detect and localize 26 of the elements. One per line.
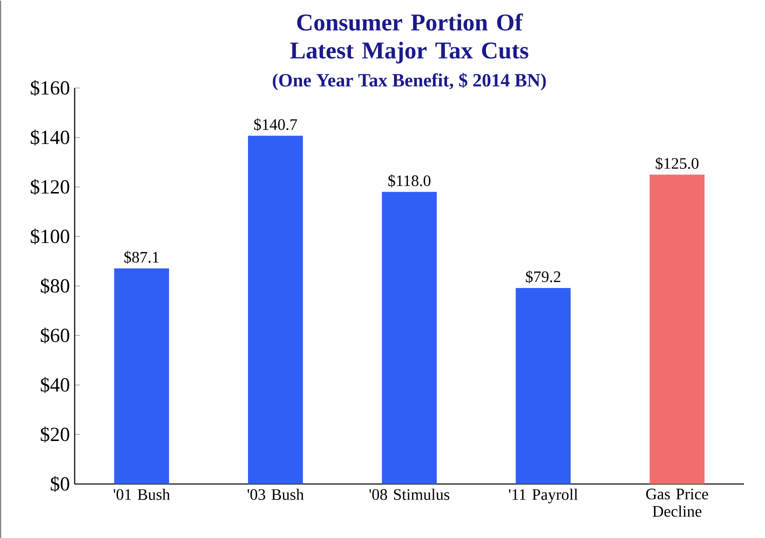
y-tick-label: $0 bbox=[50, 476, 70, 492]
data-label: $79.2 bbox=[526, 270, 560, 284]
x-tick-label: '11 Payroll bbox=[508, 488, 578, 504]
y-tick-label: $120 bbox=[30, 178, 70, 195]
y-tick-label: $20 bbox=[40, 426, 70, 442]
x-tick-label: '01 Bush bbox=[114, 488, 170, 500]
y-tick-label: $40 bbox=[40, 376, 70, 393]
data-label: $118.0 bbox=[388, 174, 430, 188]
data-label: $87.1 bbox=[124, 250, 159, 264]
x-tick-label: '08 Stimulus bbox=[369, 488, 450, 500]
bar bbox=[114, 268, 170, 484]
bar bbox=[248, 136, 303, 484]
y-tick-label: $160 bbox=[30, 80, 70, 96]
chart-title: Consumer Portion Of Latest Major Tax Cuts bbox=[290, 13, 528, 64]
y-tick-label: $80 bbox=[40, 278, 70, 294]
y-tick-label: $140 bbox=[30, 130, 70, 146]
y-tick-label: $60 bbox=[40, 327, 70, 344]
bar bbox=[382, 192, 437, 484]
y-tick-label: $100 bbox=[30, 228, 70, 244]
data-label: $140.7 bbox=[254, 118, 297, 132]
bar bbox=[516, 288, 571, 484]
chart-subtitle: (One Year Tax Benefit, $ 2014 BN) bbox=[272, 72, 546, 90]
data-label: $125.0 bbox=[656, 157, 698, 170]
x-tick-label: '03 Bush bbox=[248, 488, 304, 500]
x-tick-label: Gas Price Decline bbox=[646, 488, 708, 517]
bar bbox=[650, 174, 705, 484]
